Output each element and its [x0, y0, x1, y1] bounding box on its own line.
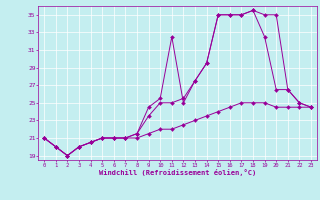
X-axis label: Windchill (Refroidissement éolien,°C): Windchill (Refroidissement éolien,°C): [99, 169, 256, 176]
